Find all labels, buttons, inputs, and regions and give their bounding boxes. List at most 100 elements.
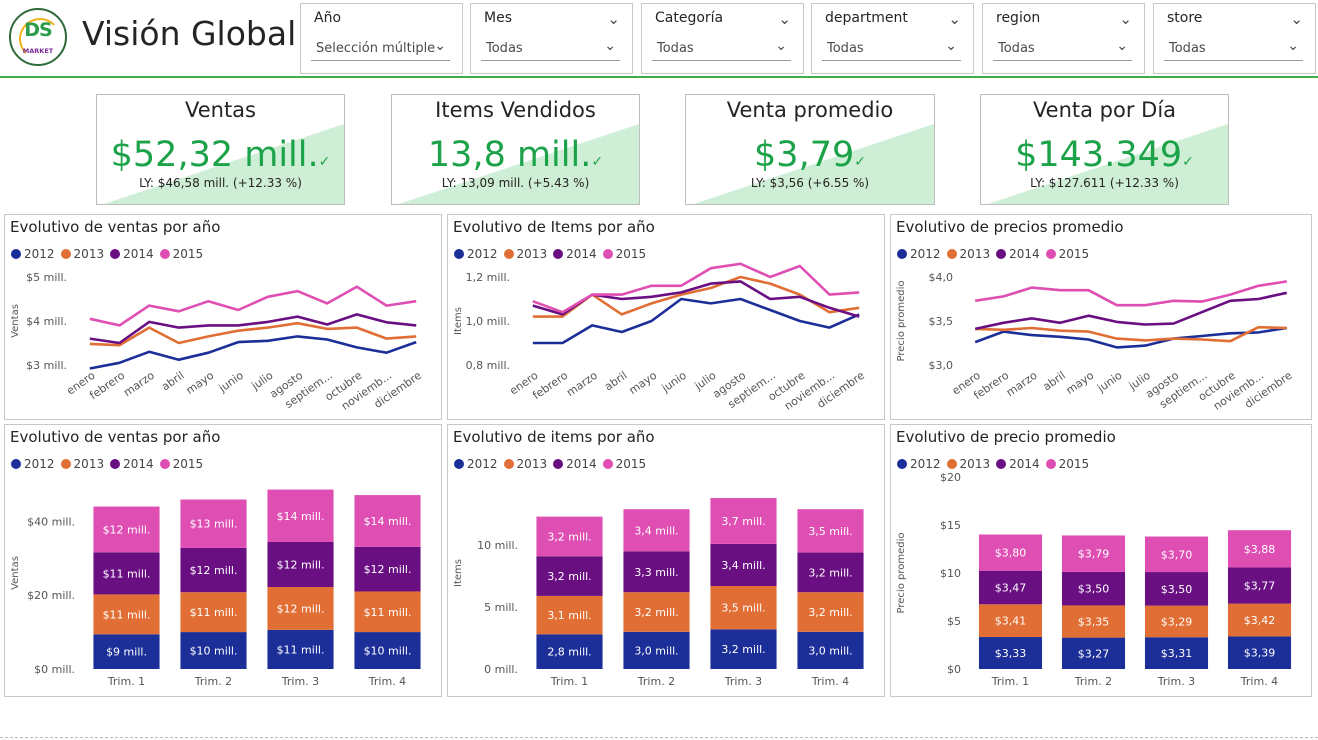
legend-dot-icon	[897, 249, 907, 259]
bar-data-label: $3,33	[995, 647, 1027, 660]
x-tick-label: Trim. 3	[281, 675, 319, 688]
slicer-anio[interactable]: Año Selección múltiple ⌄	[300, 3, 463, 74]
slicer-label: store	[1167, 10, 1203, 26]
legend-item[interactable]: 2015	[602, 457, 646, 471]
chevron-down-icon[interactable]: ⌄	[1290, 10, 1303, 28]
slicer-department[interactable]: department ⌄ Todas ⌄	[811, 3, 974, 74]
slicer-dropdown[interactable]: Todas ⌄	[993, 34, 1132, 61]
chart-legend[interactable]: 2012 2013 2014 2015	[897, 247, 1095, 261]
slicer-mes[interactable]: Mes ⌄ Todas ⌄	[470, 3, 633, 74]
bar-data-label: $12 mill.	[190, 564, 238, 577]
legend-item[interactable]: 2012	[897, 457, 941, 471]
legend-item[interactable]: 2013	[503, 247, 547, 261]
legend-item[interactable]: 2012	[897, 247, 941, 261]
legend-item[interactable]: 2013	[60, 457, 104, 471]
bar-segment-2012	[536, 634, 603, 669]
chevron-down-icon[interactable]: ⌄	[1119, 10, 1132, 28]
y-tick-label: $4 mill.	[26, 315, 67, 328]
x-tick-label: Trim. 2	[194, 675, 232, 688]
kpi-card-ventas[interactable]: Ventas $52,32 mill.✓ LY: $46,58 mill. (+…	[96, 94, 345, 205]
bar-segment-2015	[1227, 530, 1292, 568]
legend-dot-icon	[110, 459, 121, 469]
legend-label: 2014	[1009, 457, 1040, 471]
legend-label: 2014	[123, 457, 154, 471]
bar-data-label: $9 mill.	[106, 646, 147, 659]
chart-ventas-mes[interactable]: Evolutivo de ventas por año 2012 2013 2014 2…	[4, 214, 442, 420]
chevron-down-icon[interactable]: ⌄	[775, 38, 787, 54]
legend-item[interactable]: 2013	[60, 247, 104, 261]
slicer-categoria[interactable]: Categoría ⌄ Todas ⌄	[641, 3, 804, 74]
legend-item[interactable]: 2012	[454, 247, 498, 261]
bar-segment-2012	[1144, 637, 1209, 669]
bar-segment-2015	[354, 495, 421, 547]
legend-item[interactable]: 2015	[1045, 247, 1089, 261]
chart-legend[interactable]: 2012 2013 2014 2015	[11, 457, 209, 471]
slicer-dropdown[interactable]: Todas ⌄	[652, 34, 791, 61]
chevron-down-icon[interactable]: ⌄	[604, 38, 616, 54]
chevron-down-icon[interactable]: ⌄	[1287, 38, 1299, 54]
y-tick-label: 10 mill.	[477, 539, 518, 552]
legend-item[interactable]: 2013	[946, 457, 990, 471]
legend-item[interactable]: 2012	[11, 247, 55, 261]
legend-item[interactable]: 2014	[996, 247, 1040, 261]
kpi-card-venta-por-dia[interactable]: Venta por Día $143.349✓ LY: $127.611 (+1…	[980, 94, 1229, 205]
y-axis-label: Precio promedio	[896, 281, 907, 362]
legend-item[interactable]: 2014	[110, 457, 154, 471]
chevron-down-icon[interactable]: ⌄	[945, 38, 957, 54]
chart-legend[interactable]: 2012 2013 2014 2015	[454, 457, 652, 471]
kpi-card-items[interactable]: Items Vendidos 13,8 mill.✓ LY: 13,09 mil…	[391, 94, 640, 205]
report-header: DS MARKET Visión Global Año Selección mú…	[0, 0, 1318, 78]
legend-item[interactable]: 2015	[159, 457, 203, 471]
legend-label: 2015	[1058, 457, 1090, 471]
legend-item[interactable]: 2014	[110, 247, 154, 261]
legend-item[interactable]: 2015	[159, 247, 203, 261]
x-tick-label: Trim. 1	[107, 675, 145, 688]
chevron-down-icon[interactable]: ⌄	[1116, 38, 1128, 54]
legend-item[interactable]: 2013	[946, 247, 991, 261]
bar-data-label: 3,7 mill.	[721, 515, 765, 528]
chart-precio-trimestre[interactable]: Evolutivo de precio promedio 2012 2013 2014…	[890, 424, 1312, 697]
legend-dot-icon	[553, 249, 564, 259]
bar-segment-2014	[1227, 567, 1292, 604]
slicer-region[interactable]: region ⌄ Todas ⌄	[982, 3, 1145, 74]
legend-item[interactable]: 2014	[553, 457, 597, 471]
chart-precios-mes[interactable]: Evolutivo de precios promedio 2012 2013 201…	[890, 214, 1312, 420]
chevron-down-icon[interactable]: ⌄	[434, 38, 446, 54]
legend-item[interactable]: 2014	[996, 457, 1040, 471]
chart-items-mes[interactable]: Evolutivo de Items por año 2012 2013 2014 20…	[447, 214, 885, 420]
slicer-label: Año	[314, 10, 342, 26]
bar-segment-2014	[1061, 571, 1126, 606]
legend-item[interactable]: 2012	[11, 457, 55, 471]
chart-legend[interactable]: 2012 2013 2014 2015	[11, 247, 209, 261]
legend-dot-icon	[110, 249, 121, 259]
slicer-store[interactable]: store ⌄ Todas ⌄	[1153, 3, 1316, 74]
slicer-dropdown[interactable]: Todas ⌄	[822, 34, 961, 61]
legend-item[interactable]: 2015	[602, 247, 646, 261]
kpi-card-venta-promedio[interactable]: Venta promedio $3,79✓ LY: $3,56 (+6.55 %…	[685, 94, 935, 205]
chart-legend[interactable]: 2012 2013 2014 2015	[454, 247, 652, 261]
legend-item[interactable]: 2013	[503, 457, 547, 471]
bar-data-label: 3,2 mill.	[634, 606, 678, 619]
legend-dot-icon	[1045, 459, 1056, 469]
chart-ventas-trimestre[interactable]: Evolutivo de ventas por año 2012 2013 2014 2…	[4, 424, 442, 697]
bar-data-label: 3,0 mill.	[808, 644, 852, 657]
slicer-dropdown[interactable]: Todas ⌄	[481, 34, 620, 61]
kpi-value: $52,32 mill.	[110, 135, 319, 175]
legend-label: 2013	[959, 247, 991, 261]
chart-items-trimestre[interactable]: Evolutivo de items por año 2012 2013 2014 20…	[447, 424, 885, 697]
legend-label: 2014	[566, 247, 597, 261]
chevron-down-icon[interactable]: ⌄	[948, 10, 961, 28]
y-tick-label: 5 mill.	[484, 601, 518, 614]
chevron-down-icon[interactable]: ⌄	[778, 10, 791, 28]
y-tick-label: $0	[947, 663, 961, 676]
legend-item[interactable]: 2015	[1045, 457, 1090, 471]
bar-segment-2012	[978, 637, 1043, 669]
chart-legend[interactable]: 2012 2013 2014 2015	[897, 457, 1095, 471]
slicer-dropdown[interactable]: Selección múltiple ⌄	[311, 34, 450, 61]
slicer-dropdown[interactable]: Todas ⌄	[1164, 34, 1303, 61]
chevron-down-icon[interactable]: ⌄	[607, 10, 620, 28]
x-tick-label: Trim. 4	[811, 675, 849, 688]
legend-item[interactable]: 2014	[553, 247, 597, 261]
x-tick-label: Trim. 4	[1240, 675, 1278, 688]
legend-item[interactable]: 2012	[454, 457, 498, 471]
